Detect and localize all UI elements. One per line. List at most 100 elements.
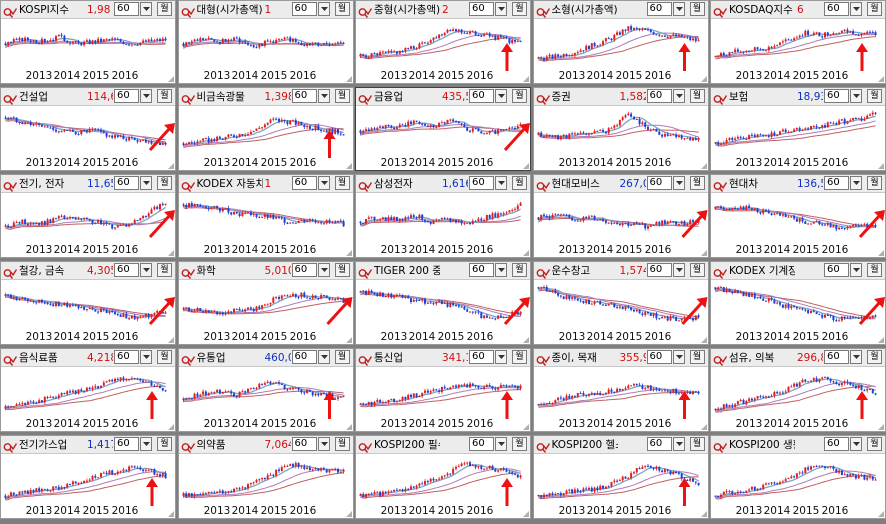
resize-grip-icon[interactable]: [523, 250, 529, 256]
resize-grip-icon[interactable]: [878, 424, 884, 430]
chart-panel[interactable]: KODEX 기계장비60월2013201420152016: [710, 261, 886, 345]
unit-button[interactable]: 월: [334, 437, 350, 451]
chevron-down-icon[interactable]: [317, 2, 330, 16]
chart-panel[interactable]: KODEX 자동차 1 60 월 2013 2014 2015 2016: [177, 174, 354, 258]
search-checkbox-icon[interactable]: [358, 352, 373, 366]
resize-grip-icon[interactable]: [878, 250, 884, 256]
unit-button[interactable]: 월: [689, 263, 705, 277]
resize-grip-icon[interactable]: [345, 76, 352, 82]
search-checkbox-icon[interactable]: [713, 91, 728, 105]
resize-grip-icon[interactable]: [700, 511, 707, 517]
resize-grip-icon[interactable]: [700, 424, 707, 430]
chart-panel[interactable]: 대형(시가총액) 1 60 월 2013 2014 2015 2016: [177, 0, 354, 84]
chevron-down-icon[interactable]: [850, 176, 862, 190]
resize-grip-icon[interactable]: [878, 337, 884, 343]
period-input[interactable]: 60: [114, 263, 139, 277]
chevron-down-icon[interactable]: [495, 437, 507, 451]
chart-panel[interactable]: 화학5,010,3760월2013201420152016: [177, 261, 354, 345]
resize-grip-icon[interactable]: [523, 163, 529, 169]
search-checkbox-icon[interactable]: [3, 4, 18, 18]
search-checkbox-icon[interactable]: [358, 178, 373, 192]
period-input[interactable]: 60: [824, 437, 849, 451]
chevron-down-icon[interactable]: [850, 89, 862, 103]
resize-grip-icon[interactable]: [168, 163, 174, 169]
chevron-down-icon[interactable]: [317, 437, 330, 451]
unit-button[interactable]: 월: [867, 2, 882, 16]
period-input[interactable]: 60: [646, 89, 672, 103]
chevron-down-icon[interactable]: [495, 2, 507, 16]
period-input[interactable]: 60: [291, 89, 317, 103]
unit-button[interactable]: 월: [157, 437, 172, 451]
chevron-down-icon[interactable]: [672, 2, 685, 16]
unit-button[interactable]: 월: [334, 2, 350, 16]
period-input[interactable]: 60: [824, 263, 849, 277]
resize-grip-icon[interactable]: [523, 337, 529, 343]
unit-button[interactable]: 월: [867, 89, 882, 103]
chevron-down-icon[interactable]: [317, 350, 330, 364]
chart-panel[interactable]: KOSDAQ지수 6 60 월 2013 2014 2015 2016: [710, 0, 886, 84]
unit-button[interactable]: 월: [867, 350, 882, 364]
period-input[interactable]: 60: [469, 263, 494, 277]
chevron-down-icon[interactable]: [850, 263, 862, 277]
unit-button[interactable]: 월: [867, 263, 882, 277]
period-input[interactable]: 60: [469, 176, 494, 190]
unit-button[interactable]: 월: [512, 437, 527, 451]
search-checkbox-icon[interactable]: [3, 265, 18, 279]
search-checkbox-icon[interactable]: [3, 352, 18, 366]
chevron-down-icon[interactable]: [140, 176, 152, 190]
search-checkbox-icon[interactable]: [536, 178, 550, 192]
chevron-down-icon[interactable]: [672, 89, 685, 103]
search-checkbox-icon[interactable]: [181, 265, 195, 279]
period-input[interactable]: 60: [646, 350, 672, 364]
chevron-down-icon[interactable]: [672, 437, 685, 451]
resize-grip-icon[interactable]: [345, 250, 352, 256]
chevron-down-icon[interactable]: [495, 176, 507, 190]
search-checkbox-icon[interactable]: [536, 4, 550, 18]
chevron-down-icon[interactable]: [850, 2, 862, 16]
chart-panel[interactable]: 증권1,582,1460월2013201420152016: [532, 87, 709, 171]
chevron-down-icon[interactable]: [140, 350, 152, 364]
unit-button[interactable]: 월: [867, 176, 882, 190]
period-input[interactable]: 60: [824, 89, 849, 103]
chevron-down-icon[interactable]: [672, 263, 685, 277]
chevron-down-icon[interactable]: [317, 263, 330, 277]
search-checkbox-icon[interactable]: [713, 265, 728, 279]
resize-grip-icon[interactable]: [345, 163, 352, 169]
period-input[interactable]: 60: [291, 2, 317, 16]
period-input[interactable]: 60: [824, 350, 849, 364]
search-checkbox-icon[interactable]: [358, 4, 373, 18]
search-checkbox-icon[interactable]: [536, 91, 550, 105]
search-checkbox-icon[interactable]: [358, 439, 373, 453]
search-checkbox-icon[interactable]: [3, 178, 18, 192]
resize-grip-icon[interactable]: [700, 250, 707, 256]
search-checkbox-icon[interactable]: [536, 352, 550, 366]
period-input[interactable]: 60: [469, 350, 494, 364]
unit-button[interactable]: 월: [334, 350, 350, 364]
unit-button[interactable]: 월: [512, 2, 527, 16]
chevron-down-icon[interactable]: [850, 350, 862, 364]
unit-button[interactable]: 월: [512, 263, 527, 277]
period-input[interactable]: 60: [469, 2, 494, 16]
search-checkbox-icon[interactable]: [358, 91, 373, 105]
period-input[interactable]: 60: [291, 176, 317, 190]
resize-grip-icon[interactable]: [168, 424, 174, 430]
search-checkbox-icon[interactable]: [3, 439, 18, 453]
unit-button[interactable]: 월: [334, 176, 350, 190]
unit-button[interactable]: 월: [334, 89, 350, 103]
search-checkbox-icon[interactable]: [181, 439, 195, 453]
chevron-down-icon[interactable]: [495, 350, 507, 364]
search-checkbox-icon[interactable]: [181, 91, 195, 105]
resize-grip-icon[interactable]: [345, 337, 352, 343]
period-input[interactable]: 60: [114, 437, 139, 451]
unit-button[interactable]: 월: [689, 2, 705, 16]
unit-button[interactable]: 월: [157, 350, 172, 364]
